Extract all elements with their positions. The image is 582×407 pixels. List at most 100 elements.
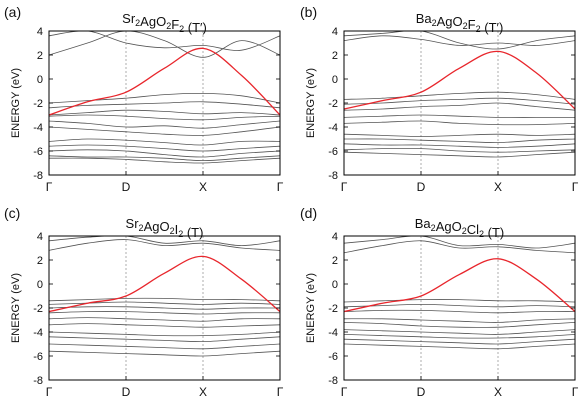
- y-tick-label: 0: [37, 74, 43, 86]
- band-line: [49, 155, 280, 162]
- y-axis-label: ENERGY (eV): [10, 68, 22, 138]
- band-line: [344, 299, 575, 303]
- plot-frame: [343, 235, 576, 381]
- band-line: [344, 322, 575, 328]
- y-tick-label: 2: [37, 50, 43, 62]
- band-line: [49, 149, 280, 158]
- y-tick-label: -2: [33, 303, 43, 315]
- y-tick-label: -8: [328, 375, 338, 387]
- y-tick-label: 2: [332, 50, 338, 62]
- y-axis-label: ENERGY (eV): [10, 273, 22, 343]
- bands-group: [49, 236, 280, 357]
- band-line: [344, 31, 575, 50]
- y-tick-label: -8: [33, 170, 43, 182]
- band-line: [49, 239, 280, 251]
- band-line: [49, 31, 280, 58]
- band-line: [49, 101, 280, 109]
- band-line: [344, 338, 575, 345]
- panel-title: Sr2AgO2I2 (T): [126, 216, 204, 240]
- band-line: [344, 236, 575, 249]
- band-line: [344, 151, 575, 158]
- band-line: [344, 329, 575, 335]
- x-tick-label: X: [199, 180, 207, 194]
- panel-label: (c): [4, 205, 20, 221]
- y-tick-label: -6: [33, 146, 43, 158]
- band-line: [49, 317, 280, 322]
- band-line: [49, 92, 280, 104]
- y-tick-label: 0: [332, 74, 338, 86]
- band-line: [344, 91, 575, 100]
- x-tick-label: X: [199, 385, 207, 399]
- band-line: [49, 126, 280, 136]
- band-line: [49, 109, 280, 116]
- y-tick-label: -4: [33, 122, 43, 134]
- y-tick-label: -4: [328, 327, 338, 339]
- band-line: [344, 138, 575, 144]
- x-tick-label: D: [417, 180, 426, 194]
- y-tick-label: -2: [328, 303, 338, 315]
- band-line: [344, 343, 575, 350]
- bands-group: [344, 236, 575, 350]
- highlight-band-line: [49, 255, 280, 313]
- x-tick-label: D: [122, 180, 131, 194]
- band-line: [344, 35, 575, 46]
- y-tick-label: 2: [332, 255, 338, 267]
- band-line: [344, 309, 575, 314]
- band-line: [344, 120, 575, 126]
- band-line: [49, 323, 280, 328]
- highlight-band-line: [344, 50, 575, 110]
- y-tick-label: 4: [332, 231, 338, 243]
- band-line: [344, 143, 575, 148]
- y-tick-label: -2: [33, 98, 43, 110]
- band-line: [344, 97, 575, 105]
- band-line: [49, 331, 280, 337]
- y-tick-label: -4: [33, 327, 43, 339]
- x-tick-label: Γ: [341, 385, 348, 399]
- highlight-band-line: [344, 258, 575, 313]
- band-line: [344, 240, 575, 254]
- y-tick-label: 4: [37, 231, 43, 243]
- band-line: [49, 297, 280, 302]
- x-tick-label: X: [494, 385, 502, 399]
- panel-label: (d): [300, 205, 317, 221]
- band-line: [49, 343, 280, 350]
- band-line: [344, 102, 575, 111]
- band-line: [49, 157, 280, 164]
- highlight-band-line: [49, 47, 280, 116]
- y-tick-label: 0: [37, 279, 43, 291]
- x-tick-label: D: [122, 385, 131, 399]
- panel-label: (b): [300, 4, 317, 20]
- band-line: [49, 236, 280, 247]
- y-tick-label: 4: [37, 26, 43, 38]
- x-tick-label: Γ: [277, 180, 284, 194]
- band-line: [49, 114, 280, 121]
- band-line: [49, 138, 280, 146]
- y-tick-label: -6: [328, 351, 338, 363]
- band-line: [344, 318, 575, 323]
- band-line: [49, 31, 280, 51]
- band-line: [344, 334, 575, 339]
- x-tick-label: Γ: [572, 180, 579, 194]
- x-tick-label: Γ: [341, 180, 348, 194]
- x-tick-label: X: [494, 180, 502, 194]
- y-axis-label: ENERGY (eV): [305, 273, 317, 343]
- x-tick-label: D: [417, 385, 426, 399]
- y-tick-label: -4: [328, 122, 338, 134]
- y-tick-label: -8: [33, 375, 43, 387]
- band-line: [49, 350, 280, 357]
- band-line: [49, 306, 280, 310]
- y-tick-label: -6: [328, 146, 338, 158]
- y-tick-label: -2: [328, 98, 338, 110]
- y-tick-label: 4: [332, 26, 338, 38]
- y-tick-label: -8: [328, 170, 338, 182]
- y-tick-label: 2: [37, 255, 43, 267]
- band-line: [344, 147, 575, 153]
- panel-title: Ba2AgO2Cl2 (T): [415, 216, 504, 240]
- y-tick-label: -6: [33, 351, 43, 363]
- panel-label: (a): [4, 4, 21, 20]
- bands-group: [344, 31, 575, 158]
